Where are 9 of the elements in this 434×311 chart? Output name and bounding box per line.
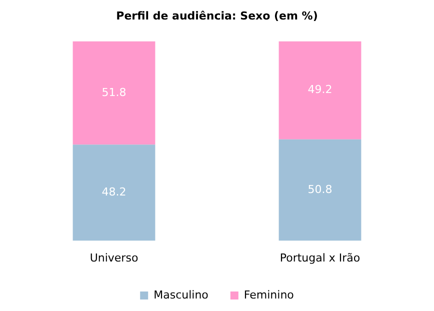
chart-title: Perfil de audiência: Sexo (em %): [116, 9, 318, 22]
data-label: 50.8: [308, 182, 332, 196]
x-tick-label: Universo: [90, 251, 138, 264]
legend-label: Masculino: [154, 288, 209, 302]
x-tick-label: Portugal x Irão: [280, 251, 360, 264]
data-label: 49.2: [308, 83, 332, 96]
data-label: 51.8: [102, 86, 126, 99]
legend-label: Feminino: [244, 288, 294, 302]
data-label: 48.2: [102, 186, 126, 199]
